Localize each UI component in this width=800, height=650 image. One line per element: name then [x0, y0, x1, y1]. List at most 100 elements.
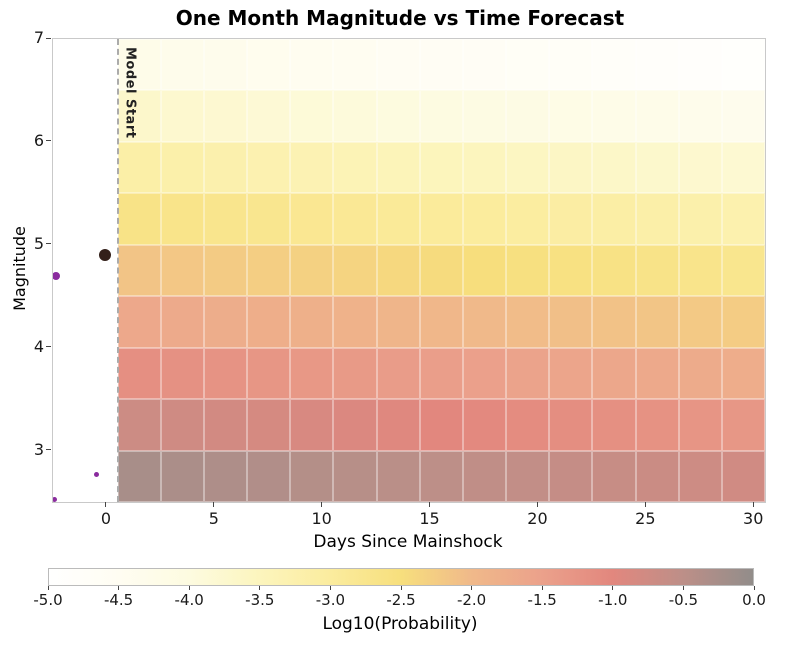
heatmap-cell: [678, 141, 722, 194]
heatmap-cell: [290, 450, 334, 502]
heatmap-cell: [160, 39, 205, 91]
heatmap-cell: [419, 193, 463, 245]
colorbar-tick-mark: [400, 586, 402, 590]
y-tick-mark: [46, 243, 51, 245]
colorbar-label: Log10(Probability): [322, 614, 478, 634]
colorbar-tick-label: -5.0: [33, 591, 63, 609]
heatmap-cell: [592, 399, 636, 451]
heatmap-cell: [117, 244, 161, 297]
heatmap-cell: [376, 39, 420, 91]
heatmap-cell: [462, 244, 507, 297]
heatmap-cell: [419, 450, 463, 502]
heatmap-cell: [117, 193, 161, 245]
heatmap-cell: [247, 141, 291, 194]
heatmap-cell: [333, 244, 377, 297]
x-tick-label: 15: [419, 509, 440, 528]
chart-title: One Month Magnitude vs Time Forecast: [175, 6, 625, 30]
heatmap-cell: [376, 193, 420, 245]
heatmap-cell: [376, 296, 420, 348]
heatmap-cell: [204, 399, 248, 451]
heatmap-cell: [376, 450, 420, 502]
heatmap-cell: [721, 90, 765, 142]
heatmap-cell: [592, 296, 636, 348]
heatmap-cell: [333, 399, 377, 451]
heatmap-cell: [247, 90, 291, 142]
heatmap-cell: [247, 347, 291, 400]
colorbar-tick-mark: [47, 586, 49, 590]
heatmap-cell: [549, 39, 593, 91]
heatmap-cell: [678, 90, 722, 142]
heatmap-cell: [160, 193, 205, 245]
heatmap-cell: [204, 141, 248, 194]
heatmap-cell: [333, 296, 377, 348]
colorbar-tick-mark: [188, 586, 190, 590]
y-tick-mark: [46, 346, 51, 348]
heatmap-cell: [549, 450, 593, 502]
heatmap-cell: [549, 90, 593, 142]
heatmap-cell: [678, 347, 722, 400]
heatmap-cell: [721, 193, 765, 245]
y-tick-mark: [46, 140, 51, 142]
heatmap-cell: [290, 296, 334, 348]
heatmap-cell: [678, 399, 722, 451]
heatmap-cell: [592, 90, 636, 142]
heatmap-cell: [247, 39, 291, 91]
heatmap-cell: [592, 244, 636, 297]
heatmap-cell: [160, 244, 205, 297]
heatmap-cell: [721, 244, 765, 297]
heatmap-cell: [419, 399, 463, 451]
heatmap-cell: [549, 244, 593, 297]
heatmap-cell: [376, 347, 420, 400]
heatmap-cell: [462, 141, 507, 194]
heatmap-cell: [333, 39, 377, 91]
heatmap-cell: [204, 296, 248, 348]
mainshock-point: [98, 249, 111, 262]
heatmap-cell: [721, 296, 765, 348]
heatmap-cell: [376, 141, 420, 194]
heatmap-cell: [549, 399, 593, 451]
heatmap-cell: [678, 39, 722, 91]
colorbar-tick-label: -4.0: [174, 591, 204, 609]
colorbar: [48, 568, 754, 586]
heatmap-cell: [204, 347, 248, 400]
x-tick-label: 25: [635, 509, 656, 528]
heatmap-cell: [333, 347, 377, 400]
heatmap-cell: [721, 399, 765, 451]
model-start-line: [116, 39, 119, 502]
heatmap-cell: [721, 141, 765, 194]
heatmap-cell: [721, 39, 765, 91]
heatmap-cell: [204, 244, 248, 297]
heatmap-cell: [117, 141, 161, 194]
heatmap-cell: [160, 450, 205, 502]
colorbar-tick-mark: [118, 586, 120, 590]
heatmap-cell: [462, 193, 507, 245]
heatmap-cell: [376, 244, 420, 297]
heatmap-cell: [333, 141, 377, 194]
heatmap-cell: [721, 450, 765, 502]
heatmap-cell: [419, 141, 463, 194]
model-start-label: Model Start: [122, 47, 138, 139]
heatmap-cell: [419, 244, 463, 297]
heatmap-cell: [204, 39, 248, 91]
heatmap-cell: [160, 399, 205, 451]
heatmap-cell: [549, 347, 593, 400]
heatmap-cell: [678, 193, 722, 245]
heatmap-cell: [635, 90, 679, 142]
heatmap-cell: [635, 39, 679, 91]
x-tick-label: 30: [743, 509, 764, 528]
heatmap-cell: [247, 193, 291, 245]
heatmap-cell: [290, 244, 334, 297]
heatmap-cell: [117, 399, 161, 451]
heatmap-cell: [635, 347, 679, 400]
y-tick-mark: [46, 37, 51, 39]
x-axis-label: Days Since Mainshock: [313, 532, 503, 552]
heatmap-cell: [506, 244, 550, 297]
heatmap-cell: [290, 399, 334, 451]
heatmap-cell: [462, 296, 507, 348]
heatmap-cell: [462, 399, 507, 451]
heatmap-cell: [721, 347, 765, 400]
heatmap-cell: [160, 90, 205, 142]
heatmap-cell: [592, 450, 636, 502]
heatmap-cell: [117, 296, 161, 348]
foreshock-point: [53, 271, 61, 280]
